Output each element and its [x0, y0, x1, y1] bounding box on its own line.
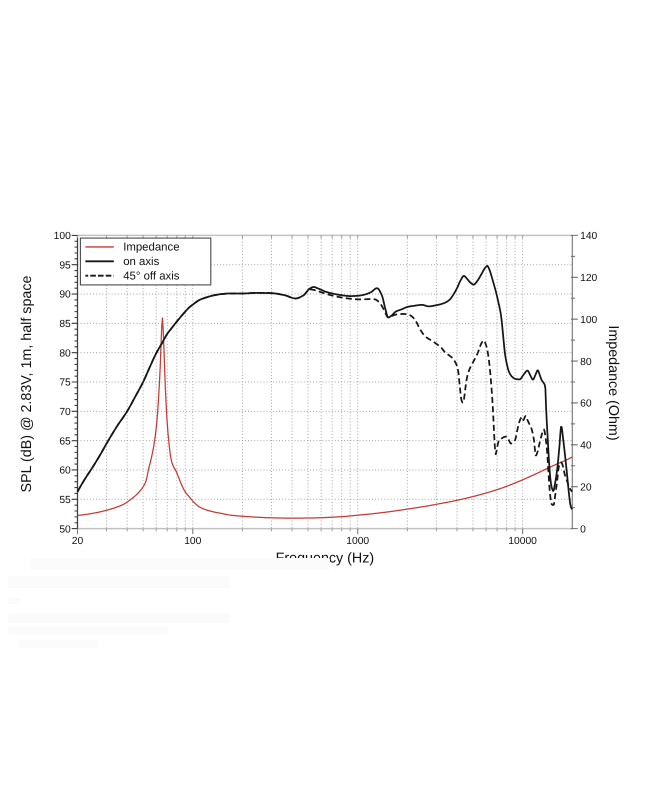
svg-text:Impedance (Ohm): Impedance (Ohm): [605, 325, 621, 440]
svg-text:80: 80: [59, 348, 71, 359]
svg-text:120: 120: [580, 273, 597, 284]
svg-text:70: 70: [59, 407, 71, 418]
svg-text:Impedance: Impedance: [123, 242, 179, 254]
svg-text:85: 85: [59, 319, 71, 330]
svg-text:50: 50: [59, 524, 71, 535]
svg-text:60: 60: [59, 466, 71, 477]
svg-text:65: 65: [59, 436, 71, 447]
svg-text:40: 40: [580, 441, 592, 452]
svg-text:55: 55: [59, 495, 71, 506]
svg-text:90: 90: [59, 290, 71, 301]
svg-text:20: 20: [580, 482, 592, 493]
svg-text:0: 0: [580, 524, 586, 535]
svg-text:SPL (dB) @ 2.83V, 1m, half spa: SPL (dB) @ 2.83V, 1m, half space: [19, 276, 35, 493]
svg-text:95: 95: [59, 260, 71, 271]
svg-text:60: 60: [580, 399, 592, 410]
svg-text:10000: 10000: [508, 536, 537, 547]
svg-text:100: 100: [54, 231, 71, 242]
svg-text:on axis: on axis: [123, 256, 159, 268]
svg-text:100: 100: [184, 536, 201, 547]
svg-text:80: 80: [580, 357, 592, 368]
svg-text:20: 20: [72, 536, 84, 547]
svg-text:45° off axis: 45° off axis: [123, 271, 180, 283]
svg-text:75: 75: [59, 378, 71, 389]
svg-text:100: 100: [580, 315, 597, 326]
svg-text:140: 140: [580, 231, 597, 242]
svg-text:1000: 1000: [346, 536, 369, 547]
